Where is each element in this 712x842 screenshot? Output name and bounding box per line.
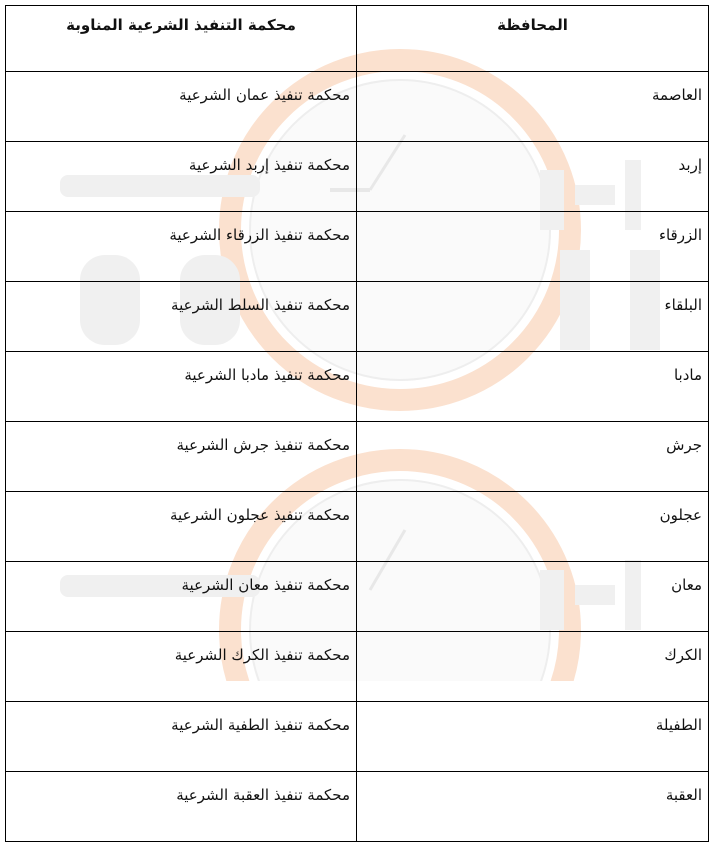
governorate-cell: البلقاء xyxy=(356,281,709,352)
table-row: عجلون محكمة تنفيذ عجلون الشرعية xyxy=(5,491,709,562)
table-row: جرش محكمة تنفيذ جرش الشرعية xyxy=(5,421,709,492)
court-cell: محكمة تنفيذ الزرقاء الشرعية xyxy=(5,211,357,282)
table-row: الزرقاء محكمة تنفيذ الزرقاء الشرعية xyxy=(5,211,709,282)
court-cell: محكمة تنفيذ جرش الشرعية xyxy=(5,421,357,492)
governorate-cell: إربد xyxy=(356,141,709,212)
court-cell: محكمة تنفيذ عمان الشرعية xyxy=(5,71,357,142)
court-cell: محكمة تنفيذ إربد الشرعية xyxy=(5,141,357,212)
courts-table: المحافظة محكمة التنفيذ الشرعية المناوبة … xyxy=(5,5,709,842)
table-row: إربد محكمة تنفيذ إربد الشرعية xyxy=(5,141,709,212)
table-row: العقبة محكمة تنفيذ العقبة الشرعية xyxy=(5,771,709,842)
governorate-cell: الطفيلة xyxy=(356,701,709,772)
governorate-cell: عجلون xyxy=(356,491,709,562)
governorate-cell: معان xyxy=(356,561,709,632)
court-cell: محكمة تنفيذ عجلون الشرعية xyxy=(5,491,357,562)
table-body: العاصمة محكمة تنفيذ عمان الشرعية إربد محكمة… xyxy=(5,71,709,842)
governorate-cell: العقبة xyxy=(356,771,709,842)
table-header-row: المحافظة محكمة التنفيذ الشرعية المناوبة xyxy=(5,5,709,72)
table-row: الكرك محكمة تنفيذ الكرك الشرعية xyxy=(5,631,709,702)
table-row: الطفيلة محكمة تنفيذ الطفية الشرعية xyxy=(5,701,709,772)
table-row: البلقاء محكمة تنفيذ السلط الشرعية xyxy=(5,281,709,352)
governorate-cell: مادبا xyxy=(356,351,709,422)
header-governorate: المحافظة xyxy=(356,5,709,72)
governorate-cell: الكرك xyxy=(356,631,709,702)
court-cell: محكمة تنفيذ العقبة الشرعية xyxy=(5,771,357,842)
court-cell: محكمة تنفيذ السلط الشرعية xyxy=(5,281,357,352)
table-row: مادبا محكمة تنفيذ مادبا الشرعية xyxy=(5,351,709,422)
court-cell: محكمة تنفيذ معان الشرعية xyxy=(5,561,357,632)
court-cell: محكمة تنفيذ الطفية الشرعية xyxy=(5,701,357,772)
governorate-cell: العاصمة xyxy=(356,71,709,142)
court-cell: محكمة تنفيذ الكرك الشرعية xyxy=(5,631,357,702)
header-court: محكمة التنفيذ الشرعية المناوبة xyxy=(5,5,357,72)
table-row: معان محكمة تنفيذ معان الشرعية xyxy=(5,561,709,632)
court-cell: محكمة تنفيذ مادبا الشرعية xyxy=(5,351,357,422)
table-row: العاصمة محكمة تنفيذ عمان الشرعية xyxy=(5,71,709,142)
governorate-cell: الزرقاء xyxy=(356,211,709,282)
governorate-cell: جرش xyxy=(356,421,709,492)
